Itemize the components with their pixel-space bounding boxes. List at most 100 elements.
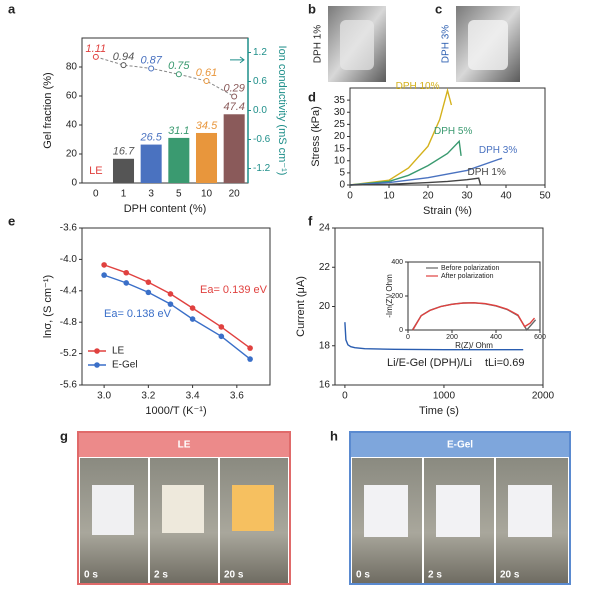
x-axis-title: DPH content (%) xyxy=(124,203,207,215)
series-line xyxy=(95,56,235,97)
point-value-label: 0.61 xyxy=(196,67,217,79)
annotation: Ea= 0.138 eV xyxy=(104,308,172,320)
y-tick-label: 18 xyxy=(319,340,331,351)
photo-frame xyxy=(349,431,571,585)
point xyxy=(247,345,253,351)
x-tick-label: 30 xyxy=(461,191,473,202)
y-tick-label: 80 xyxy=(66,62,78,73)
y-tick-label: 0 xyxy=(399,327,403,334)
panel-label: h xyxy=(330,428,338,443)
y-tick-label: -4.4 xyxy=(60,285,78,296)
sample xyxy=(162,485,204,533)
bar xyxy=(223,114,245,183)
x-tick-label: 3.0 xyxy=(97,391,111,402)
series-line xyxy=(349,139,462,186)
point xyxy=(167,301,174,307)
y-tick-label: -5.6 xyxy=(60,380,78,391)
x-tick-label: 3 xyxy=(148,189,154,200)
point xyxy=(189,305,196,311)
panel-label: b xyxy=(308,1,316,16)
photo-frame xyxy=(77,431,291,585)
point-value-label: 0.75 xyxy=(168,60,190,72)
bar xyxy=(140,144,162,183)
bar xyxy=(168,137,190,183)
x-axis-title: 1000/T (K⁻¹) xyxy=(145,405,206,417)
panel-label: g xyxy=(60,428,68,443)
bar-value-label: 47.4 xyxy=(223,101,244,113)
point-value-label: 1.11 xyxy=(86,43,107,55)
x-tick-label: 200 xyxy=(446,334,458,341)
x-tick-label: 40 xyxy=(500,191,512,202)
point-value-label: 0.29 xyxy=(223,82,244,94)
y-tick-label: 5 xyxy=(339,168,345,179)
legend-label: LE xyxy=(112,346,125,357)
sample xyxy=(364,485,408,537)
legend-marker xyxy=(94,362,100,368)
y-tick-label: 15 xyxy=(334,143,346,154)
y-axis-title: Gel fraction (%) xyxy=(42,72,54,148)
point xyxy=(247,356,253,362)
annotation: Li/E-Gel (DPH)/Li xyxy=(387,357,472,369)
y-tick-label: 35 xyxy=(334,95,346,106)
x-tick-label: 10 xyxy=(201,189,213,200)
vial xyxy=(340,20,374,70)
x-tick-label: 0 xyxy=(342,391,348,402)
x-tick-label: 0 xyxy=(406,334,410,341)
point xyxy=(123,269,130,276)
y-tick-label: 20 xyxy=(319,301,331,312)
x-axis-title: Time (s) xyxy=(419,405,459,417)
series-label: DPH 1% xyxy=(468,167,506,178)
flame xyxy=(232,485,274,531)
legend-label: E-Gel xyxy=(112,360,138,371)
point xyxy=(231,93,238,100)
point xyxy=(92,53,99,60)
y2-tick-label: 1.2 xyxy=(253,47,267,58)
vial xyxy=(468,20,508,70)
series-line xyxy=(349,87,453,186)
photo-header xyxy=(351,433,569,457)
y-tick-label: 24 xyxy=(319,223,331,234)
y-tick-label: 30 xyxy=(334,107,346,118)
point xyxy=(145,279,152,285)
time-label: 20 s xyxy=(224,570,244,581)
y-tick-label: -5.2 xyxy=(60,348,78,359)
y-tick-label: 40 xyxy=(66,120,78,131)
sample xyxy=(92,485,134,535)
point xyxy=(101,272,107,278)
series-line xyxy=(412,302,536,331)
y-tick-label: 60 xyxy=(66,91,78,102)
plot-frame xyxy=(81,227,271,386)
point xyxy=(101,262,107,268)
bar-value-label: 31.1 xyxy=(168,125,189,137)
x-tick-label: 0 xyxy=(347,191,353,202)
photo-header-text: E-Gel xyxy=(447,440,473,451)
point xyxy=(148,65,155,72)
y-tick-label: 0 xyxy=(71,178,77,189)
series-label: DPH 3% xyxy=(479,145,517,156)
y-tick-label: 10 xyxy=(334,155,346,166)
y-axis-title: lnσ, (S cm⁻¹) xyxy=(42,275,54,338)
panel-label: c xyxy=(435,1,442,16)
point xyxy=(218,333,225,340)
x-tick-label: 600 xyxy=(534,334,546,341)
time-label: 0 s xyxy=(356,570,370,581)
point-value-label: 0.94 xyxy=(113,51,134,63)
x-tick-label: 50 xyxy=(539,191,551,202)
y2-axis-title: Ion conductivity (mS cm⁻¹) xyxy=(276,46,288,176)
x-axis-title: Strain (%) xyxy=(423,205,472,217)
sample xyxy=(436,485,480,537)
point xyxy=(123,280,130,286)
time-label: 20 s xyxy=(500,570,520,581)
y-tick-label: -4.8 xyxy=(60,317,78,328)
y-axis-title: Current (μA) xyxy=(295,276,307,337)
y2-tick-label: 0.6 xyxy=(253,76,267,87)
series-label: DPH 5% xyxy=(434,126,472,137)
point xyxy=(167,291,174,297)
x-tick-label: 3.2 xyxy=(141,391,155,402)
point xyxy=(120,62,127,69)
bar-value-label: 16.7 xyxy=(113,146,135,158)
legend-label: After polarization xyxy=(441,273,494,280)
x-tick-label: 3.6 xyxy=(230,391,244,402)
y-axis-title: Stress (kPa) xyxy=(310,106,322,167)
time-label: 2 s xyxy=(154,570,168,581)
